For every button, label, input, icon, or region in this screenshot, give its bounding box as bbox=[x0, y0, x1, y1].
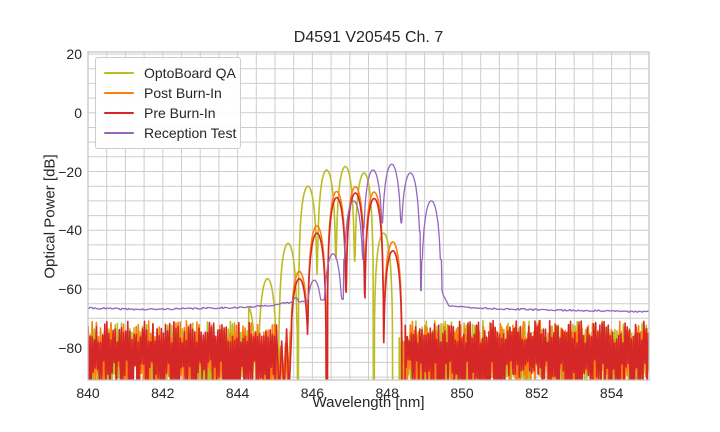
y-tick--60: −60 bbox=[58, 280, 82, 297]
y-tick--40: −40 bbox=[58, 222, 82, 239]
x-tick-852: 852 bbox=[525, 385, 549, 401]
legend-item-pre-burn-in: Pre Burn-In bbox=[104, 105, 232, 121]
chart-title: D4591 V20545 Ch. 7 bbox=[293, 29, 444, 46]
x-tick-840: 840 bbox=[76, 385, 100, 401]
y-tick--80: −80 bbox=[58, 339, 82, 356]
x-tick-844: 844 bbox=[225, 385, 250, 401]
legend-item-reception-test: Reception Test bbox=[104, 125, 236, 141]
x-axis-label: Wavelength [nm] bbox=[312, 394, 425, 411]
x-tick-846: 846 bbox=[300, 385, 325, 401]
legend-swatch-icon bbox=[104, 132, 134, 134]
legend-label: Pre Burn-In bbox=[144, 105, 216, 121]
legend-swatch-icon bbox=[104, 112, 134, 114]
legend-swatch-icon bbox=[104, 72, 134, 74]
plot-border bbox=[87, 51, 650, 381]
y-tick-0: 0 bbox=[74, 104, 82, 121]
x-tick-854: 854 bbox=[599, 385, 624, 401]
y-tick--20: −20 bbox=[58, 163, 82, 180]
legend-swatch-icon bbox=[104, 92, 134, 94]
legend: OptoBoard QA Post Burn-In Pre Burn-In Recep… bbox=[95, 57, 241, 149]
x-tick-850: 850 bbox=[450, 385, 474, 401]
x-tick-842: 842 bbox=[151, 385, 175, 401]
legend-item-post-burn-in: Post Burn-In bbox=[104, 85, 232, 101]
series-lines bbox=[88, 163, 649, 380]
y-tick-20: 20 bbox=[66, 46, 82, 63]
legend-label: OptoBoard QA bbox=[144, 65, 236, 81]
legend-item-optoboard-qa: OptoBoard QA bbox=[104, 65, 236, 81]
legend-label: Reception Test bbox=[144, 125, 237, 141]
legend-label: Post Burn-In bbox=[144, 85, 222, 101]
x-tick-848: 848 bbox=[375, 385, 399, 401]
series-line-pre-burn-in bbox=[88, 192, 649, 380]
series-line-reception-test bbox=[88, 163, 649, 313]
